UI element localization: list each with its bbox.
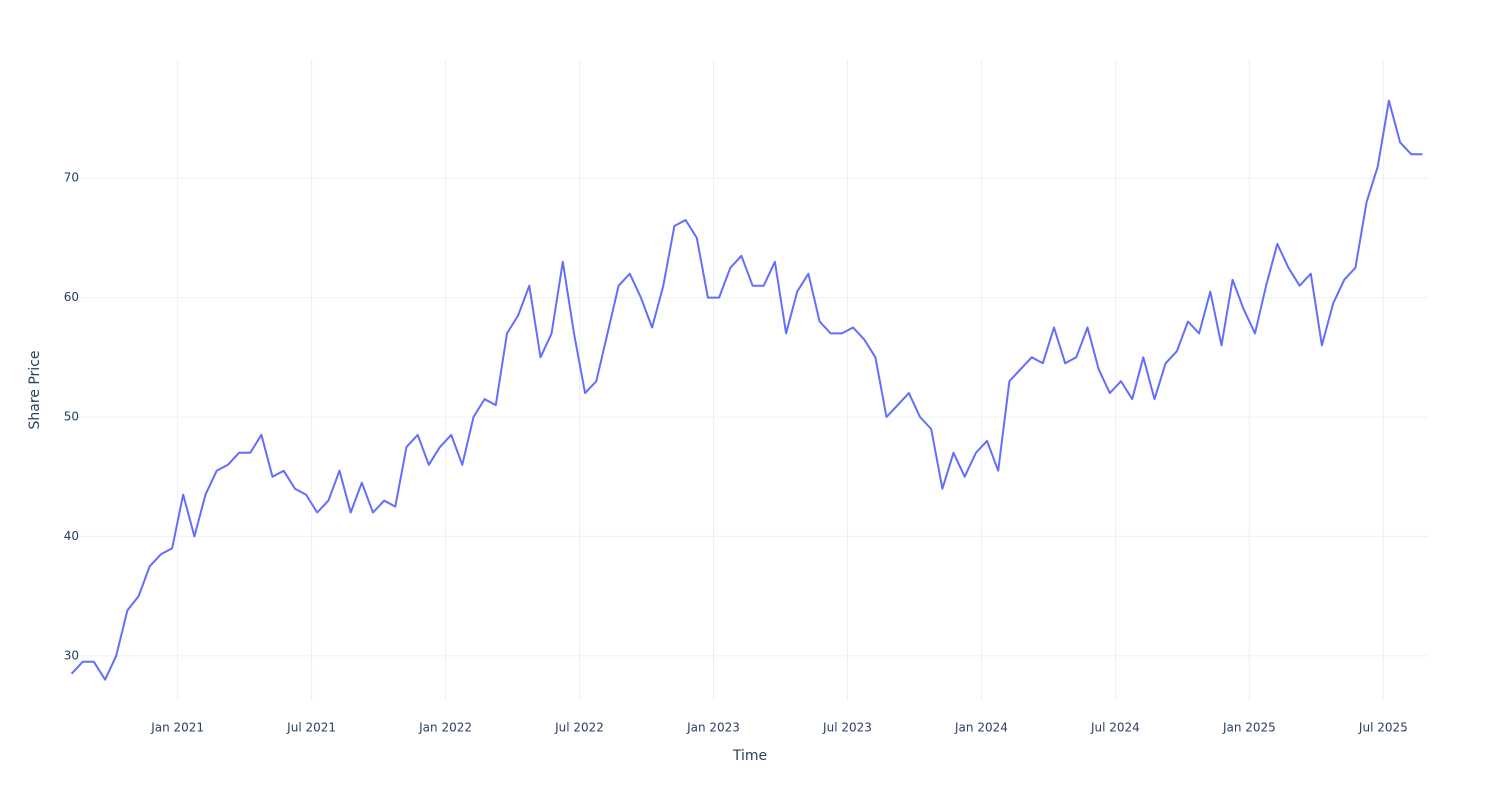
x-tick-label: Jul 2021 [286,721,336,735]
y-tick-label: 60 [64,290,79,304]
x-tick-label: Jul 2022 [554,721,604,735]
y-tick-label: 40 [64,529,79,543]
price-line [70,99,1423,681]
x-axis-title: Time [732,748,767,764]
y-axis-title: Share Price [27,350,43,429]
x-tick-label: Jan 2023 [686,721,740,735]
x-tick-label: Jul 2024 [1090,721,1140,735]
x-tick-label: Jul 2025 [1358,721,1408,735]
y-tick-label: 30 [64,648,79,662]
x-tick-label: Jan 2022 [418,721,472,735]
y-tick-label: 70 [64,171,79,185]
x-tick-label: Jan 2024 [954,721,1008,735]
x-tick-label: Jan 2025 [1222,721,1276,735]
x-tick-label: Jul 2023 [822,721,872,735]
x-tick-label: Jan 2021 [150,721,204,735]
y-tick-label: 50 [64,410,79,424]
